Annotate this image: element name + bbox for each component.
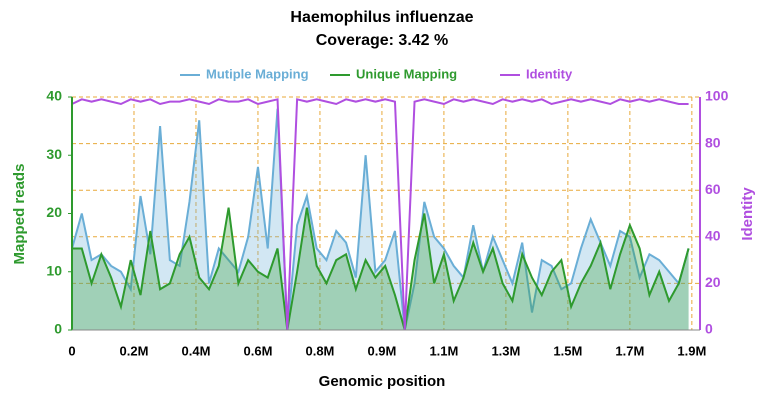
y-axis-label: Mapped reads bbox=[11, 164, 28, 265]
x-tick-label: 1.3M bbox=[491, 343, 520, 358]
x-tick-label: 1.9M bbox=[677, 343, 706, 358]
y2-tick-label: 100 bbox=[705, 88, 729, 104]
chart-title: Haemophilus influenzae bbox=[290, 9, 473, 26]
x-tick-label: 0.4M bbox=[182, 343, 211, 358]
x-tick-label: 1.7M bbox=[615, 343, 644, 358]
legend-label: Mutiple Mapping bbox=[206, 66, 309, 81]
x-tick-label: 0.8M bbox=[305, 343, 334, 358]
x-tick-label: 0.9M bbox=[367, 343, 396, 358]
y-tick-label: 0 bbox=[54, 321, 62, 337]
x-tick-label: 1.1M bbox=[429, 343, 458, 358]
y-tick-label: 40 bbox=[46, 88, 62, 104]
y-tick-label: 10 bbox=[46, 262, 62, 278]
area bbox=[72, 207, 689, 330]
line bbox=[72, 207, 690, 331]
x-axis-label: Genomic position bbox=[319, 373, 446, 390]
y-tick-label: 30 bbox=[46, 146, 62, 162]
x-tick-label: 1.5M bbox=[553, 343, 582, 358]
line bbox=[71, 108, 690, 331]
x-tick-label: 0 bbox=[68, 343, 75, 358]
y-tick-label: 20 bbox=[46, 204, 62, 220]
y2-tick-label: 20 bbox=[705, 274, 721, 290]
x-tick-label: 0.2M bbox=[120, 343, 149, 358]
x-tick-label: 0.6M bbox=[244, 343, 273, 358]
y2-tick-label: 40 bbox=[705, 228, 721, 244]
y2-tick-label: 60 bbox=[705, 181, 721, 197]
y2-tick-label: 80 bbox=[705, 134, 721, 150]
line bbox=[71, 98, 689, 331]
area bbox=[72, 108, 689, 331]
legend-label: Unique Mapping bbox=[356, 66, 457, 81]
chart-subtitle: Coverage: 3.42 % bbox=[316, 32, 449, 49]
y2-axis-label: Identity bbox=[739, 187, 756, 241]
y2-tick-label: 0 bbox=[705, 321, 713, 337]
legend-label: Identity bbox=[526, 66, 573, 81]
